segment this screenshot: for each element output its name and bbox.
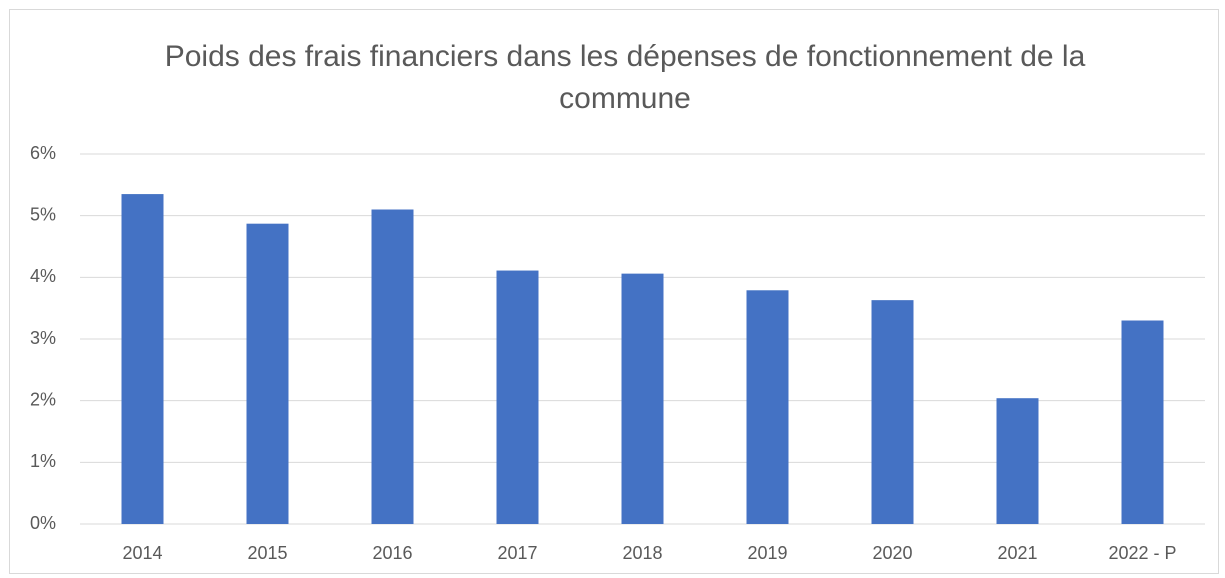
bar [121,194,164,525]
y-tick-label: 4% [30,266,56,286]
bar [746,290,789,524]
chart-border [9,9,1219,574]
x-tick-label: 2016 [372,543,412,563]
x-tick-label: 2015 [247,543,287,563]
y-tick-label: 1% [30,451,56,471]
bar [496,270,539,524]
y-tick-label: 3% [30,328,56,348]
bar [246,223,289,524]
x-tick-label: 2014 [122,543,162,563]
y-tick-label: 5% [30,204,56,224]
bar [996,398,1039,524]
x-tick-label: 2017 [497,543,537,563]
x-tick-label: 2021 [997,543,1037,563]
chart-title: Poids des frais financiers dans les dépe… [164,40,1086,115]
x-tick-label: 2018 [622,543,662,563]
bar [871,300,914,524]
bar [1121,320,1164,524]
x-tick-label: 2022 - P [1108,543,1176,563]
bar [621,273,664,524]
bar [371,209,414,524]
y-tick-label: 2% [30,389,56,409]
y-tick-label: 6% [30,143,56,163]
y-tick-label: 0% [30,513,56,533]
x-tick-label: 2019 [747,543,787,563]
x-tick-label: 2020 [872,543,912,563]
